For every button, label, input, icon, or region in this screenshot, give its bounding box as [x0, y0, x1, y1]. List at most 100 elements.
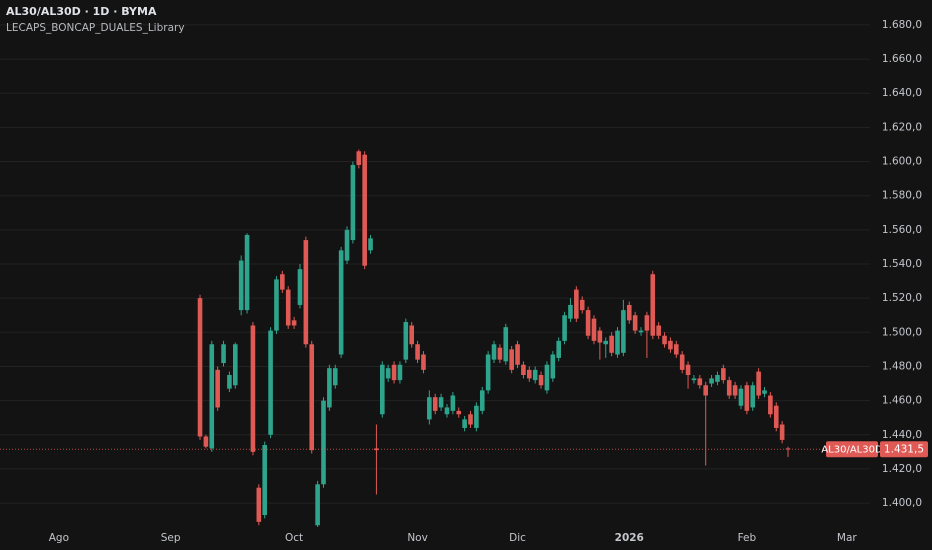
- candle-body: [668, 340, 673, 350]
- candle-body: [327, 368, 332, 408]
- last-price-name: AL30/AL30D: [821, 444, 883, 455]
- candle-body: [785, 448, 791, 450]
- chart-subtitle: LECAPS_BONCAP_DUALES_Library: [6, 22, 185, 34]
- candle-body: [609, 335, 614, 353]
- candle-body: [585, 310, 591, 336]
- x-tick-label: 2026: [615, 532, 644, 544]
- candle-body: [574, 289, 579, 319]
- candle-body: [773, 405, 779, 428]
- candle-body: [432, 397, 438, 411]
- chart-title: AL30/AL30D · 1D · BYMA: [6, 5, 157, 18]
- candle-body: [709, 378, 714, 384]
- y-tick-label: 1.460,0: [882, 395, 922, 407]
- candle-body: [615, 330, 620, 355]
- candle-body: [291, 320, 297, 326]
- candle-body: [462, 419, 467, 428]
- candle-body: [368, 238, 373, 251]
- candle-body: [338, 250, 344, 355]
- candle-body: [491, 344, 497, 360]
- candle-body: [215, 369, 220, 408]
- candle-body: [197, 298, 203, 437]
- candle-body: [456, 410, 462, 415]
- axes: 1.400,0 1.420,0 1.440,0 1.460,0 1.480,0 1.500…: [49, 19, 928, 544]
- candle-body: [721, 368, 726, 381]
- last-price-name-box: [826, 441, 878, 458]
- candle-body: [744, 385, 750, 411]
- candle-body: [762, 390, 767, 394]
- candle-body: [550, 354, 556, 379]
- candle-body: [374, 448, 379, 451]
- x-tick-label: Feb: [738, 532, 757, 544]
- candle-body: [662, 335, 667, 345]
- candle-body: [274, 279, 279, 331]
- x-tick-label: Sep: [161, 532, 181, 544]
- y-tick-label: 1.440,0: [882, 429, 922, 441]
- candle-body: [597, 330, 603, 343]
- candle-body: [233, 344, 238, 386]
- y-tick-label: 1.560,0: [882, 224, 922, 236]
- candle-body: [509, 349, 514, 370]
- candle-body: [221, 344, 226, 364]
- candle-body: [621, 310, 626, 353]
- candle-body: [409, 325, 414, 345]
- candle-body: [356, 151, 362, 165]
- candle-body: [227, 374, 232, 389]
- candle-body: [280, 274, 285, 290]
- y-tick-label: 1.480,0: [882, 360, 922, 372]
- y-tick-label: 1.620,0: [882, 121, 922, 133]
- candle-body: [332, 368, 338, 386]
- candle-body: [656, 325, 661, 336]
- y-tick-label: 1.600,0: [882, 156, 922, 168]
- candle-body: [468, 414, 473, 425]
- candle-body: [632, 315, 638, 331]
- candle-body: [421, 354, 426, 370]
- candle-body: [438, 397, 444, 408]
- candle-body: [685, 364, 691, 375]
- candle-body: [750, 385, 756, 408]
- candle-body: [768, 395, 773, 415]
- candle-body: [238, 260, 244, 311]
- candle-body: [674, 344, 679, 355]
- candle-body: [485, 354, 491, 391]
- candle-body: [697, 378, 703, 386]
- candle-body: [203, 436, 209, 447]
- plot-area: [0, 149, 826, 527]
- candle-body: [591, 318, 597, 341]
- candle-body: [515, 344, 520, 365]
- y-tick-label: 1.580,0: [882, 190, 922, 202]
- candle-body: [679, 354, 685, 370]
- x-tick-label: Dic: [509, 532, 526, 544]
- candle-body: [244, 234, 250, 311]
- candle-body: [268, 330, 273, 435]
- candle-body: [444, 407, 450, 415]
- candle-body: [538, 374, 544, 386]
- candle-body: [256, 487, 262, 522]
- candle-body: [391, 364, 397, 381]
- candle-body: [715, 374, 720, 382]
- candle-body: [638, 330, 644, 333]
- candle-body: [297, 269, 303, 305]
- candle-body: [650, 274, 656, 336]
- candle-body: [626, 304, 632, 321]
- candle-body: [779, 424, 785, 440]
- y-tick-label: 1.660,0: [882, 53, 922, 65]
- candle-body: [403, 322, 409, 360]
- candle-body: [303, 240, 309, 345]
- candle-body: [503, 327, 509, 362]
- candle-body: [556, 340, 561, 358]
- candle-body: [738, 388, 744, 406]
- candle-body: [497, 347, 503, 360]
- candle-body: [385, 368, 391, 379]
- last-price-label: 1.431,5: [884, 443, 924, 455]
- candle-body: [321, 400, 326, 485]
- x-tick-label: Ago: [49, 532, 69, 544]
- candle-body: [703, 385, 708, 396]
- candle-body: [562, 315, 567, 341]
- y-tick-label: 1.500,0: [882, 326, 922, 338]
- candle-body: [532, 369, 538, 381]
- y-tick-label: 1.540,0: [882, 258, 922, 270]
- candle-body: [350, 164, 356, 241]
